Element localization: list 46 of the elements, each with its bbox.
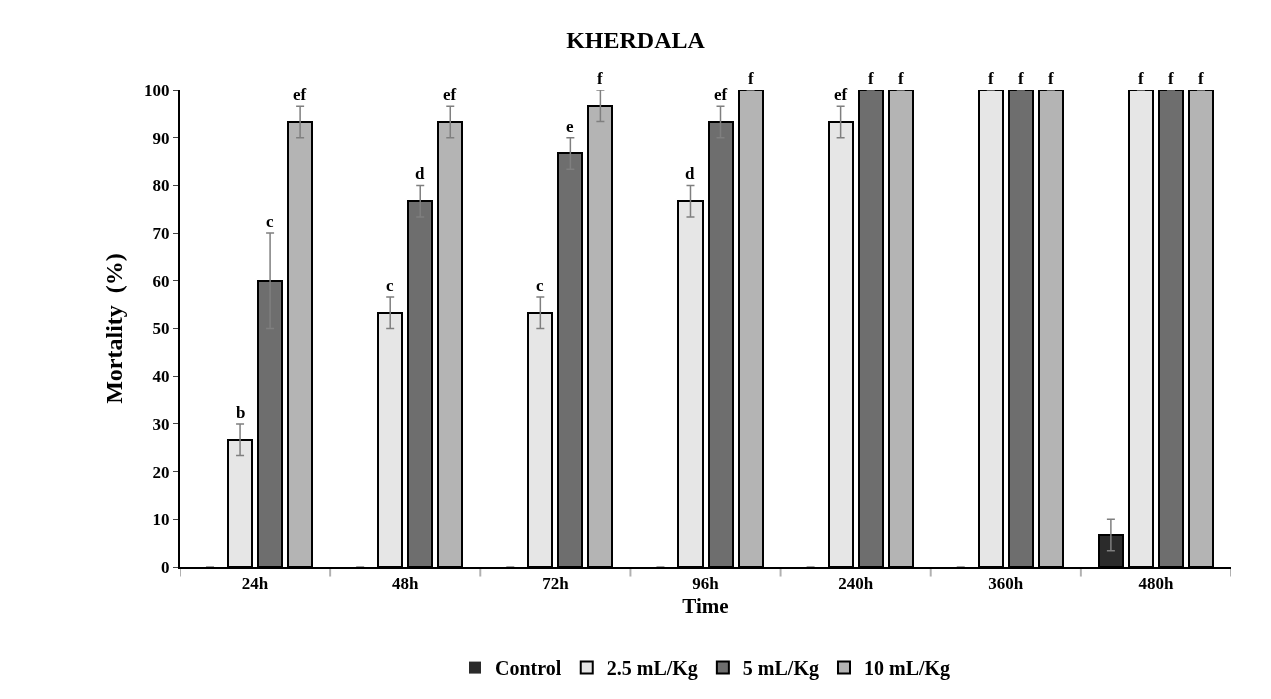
y-tick-label: 0 [161, 557, 170, 577]
data-label: c [536, 276, 544, 295]
legend-label: 10 mL/Kg [863, 657, 951, 681]
data-label: f [988, 69, 994, 88]
x-tick-label: 96h [692, 574, 720, 594]
legend-label: 5 mL/Kg [742, 657, 819, 681]
data-label: f [898, 69, 904, 88]
data-label: f [748, 69, 754, 88]
data-label: f [1198, 69, 1204, 88]
x-tick-label: 72h [542, 574, 570, 594]
data-label: f [1168, 69, 1174, 88]
y-axis-title: Mortality (%) [100, 253, 127, 404]
y-tick-label: 90 [152, 128, 170, 148]
data-label: d [685, 164, 695, 183]
data-label: ef [443, 85, 457, 104]
legend-label: Control [495, 657, 562, 680]
x-tick-label: 48h [391, 574, 419, 594]
data-label: f [597, 69, 603, 88]
data-label: f [1048, 69, 1054, 88]
data-label: e [566, 117, 574, 136]
data-label: f [1018, 69, 1024, 88]
x-axis-title: Time [682, 594, 729, 619]
y-tick-label: 10 [152, 510, 170, 530]
data-label: f [1138, 69, 1144, 88]
chart-title: KHERDALA [566, 27, 706, 54]
data-label: d [415, 164, 425, 183]
data-label: ef [714, 85, 728, 104]
x-tick-label: 360h [988, 574, 1024, 594]
y-tick-label: 70 [152, 224, 170, 244]
data-label: ef [293, 85, 307, 104]
y-tick-label: 30 [152, 414, 170, 434]
y-tick-label: 80 [152, 176, 170, 196]
legend-label: 2.5 mL/Kg [606, 657, 698, 681]
x-tick-label: 240h [838, 574, 874, 594]
x-tick-label: 480h [1138, 574, 1174, 594]
data-label: c [266, 212, 274, 231]
y-tick-label: 40 [152, 367, 170, 387]
x-tick-label: 24h [241, 574, 269, 594]
data-label: c [386, 276, 394, 295]
y-tick-label: 60 [152, 271, 170, 291]
y-tick-label: 100 [144, 80, 170, 100]
data-label: f [868, 69, 874, 88]
data-label: ef [834, 85, 848, 104]
data-label: b [236, 403, 246, 422]
y-tick-label: 50 [152, 319, 170, 339]
y-tick-label: 20 [152, 462, 170, 482]
